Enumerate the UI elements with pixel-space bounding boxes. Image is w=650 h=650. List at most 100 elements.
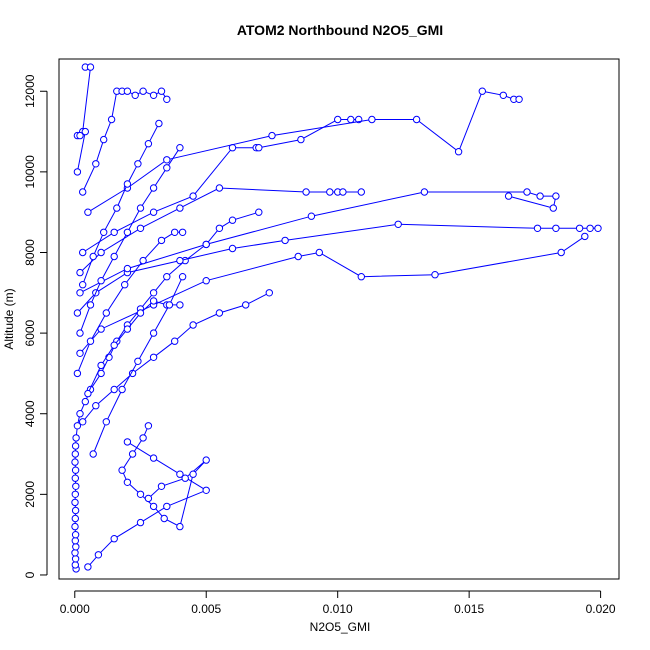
data-point [255,208,263,216]
data-point [71,522,79,531]
data-point [89,450,97,458]
data-point [73,369,82,378]
data-point [368,115,376,124]
series-12 [73,63,95,176]
data-point [72,543,80,551]
series-line [82,292,270,423]
data-point [215,224,224,233]
data-point [81,397,90,406]
data-point [163,502,171,511]
data-point [215,184,224,192]
data-point [552,224,560,233]
data-point [157,87,166,95]
data-point [144,422,153,430]
data-point [149,289,158,297]
data-point [89,252,97,261]
data-point [202,240,210,249]
data-point [71,498,79,507]
data-point [79,248,87,257]
data-point [136,224,145,233]
data-point [131,91,139,100]
data-point [189,321,197,329]
data-point [160,514,168,523]
series-7 [76,188,560,297]
data-point [499,91,507,100]
data-point [176,470,184,478]
data-point [100,135,108,144]
data-point [121,281,129,289]
data-point [149,208,158,216]
data-point [431,271,439,279]
data-point [86,63,95,71]
data-point [557,248,565,257]
data-point [163,273,171,281]
series-6 [73,220,602,317]
data-point [281,236,289,245]
data-point [71,514,80,523]
data-point [268,131,276,140]
data-point [176,144,184,152]
data-point [76,131,84,140]
data-point [202,456,210,464]
data-point [357,273,365,281]
data-point [123,180,132,188]
data-point [149,184,158,192]
series-1 [71,208,263,573]
data-point [189,470,197,478]
data-point [144,140,153,148]
series-16 [76,144,184,337]
data-point [71,549,79,557]
data-point [76,289,84,297]
data-point [412,115,421,124]
data-point [575,224,584,233]
data-point [71,561,80,569]
data-point [176,301,184,309]
series-line [79,191,557,294]
data-point [123,264,132,273]
data-point [136,518,145,527]
data-point [149,91,158,100]
data-point [76,410,84,418]
data-point [84,389,92,398]
series-3 [118,422,210,531]
data-point [139,87,147,95]
data-point [110,535,118,543]
data-point [97,361,105,370]
data-point [149,297,158,305]
data-point [123,228,132,237]
data-point [394,220,402,229]
data-point [73,168,82,176]
data-point [581,232,589,241]
data-point [128,450,137,458]
data-point [84,563,92,571]
x-tick-label: 0.015 [454,602,484,616]
x-axis: 0.000 0.005 0.010 0.015 0.020 [60,590,616,616]
plot-frame [58,58,620,580]
data-point [178,273,187,281]
series-17 [79,119,163,289]
data-point [73,309,82,317]
series-10 [84,87,523,216]
data-point [242,301,250,309]
data-point [181,474,189,482]
data-point [347,115,355,124]
data-point [149,454,158,462]
data-point [552,192,560,200]
data-point [189,192,197,200]
data-point [176,204,184,212]
data-point [139,256,147,265]
data-point [118,385,126,394]
y-tick-label: 6000 [23,319,37,346]
data-point [454,148,463,156]
data-point [228,216,237,224]
data-point [334,115,342,124]
x-tick-label: 0.005 [191,602,221,616]
data-point [71,490,80,498]
data-point [97,325,105,333]
data-point [81,127,90,136]
data-point [123,478,132,486]
data-point [123,325,132,333]
data-point [71,531,80,539]
data-point [326,188,334,196]
